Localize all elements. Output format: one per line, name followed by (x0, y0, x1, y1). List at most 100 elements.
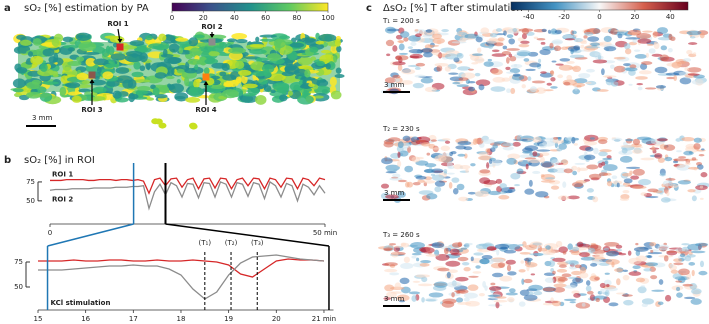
delta-patch (621, 173, 633, 177)
roi-arrowhead (117, 39, 123, 43)
delta-patch (385, 39, 395, 47)
tissue-patch (145, 35, 153, 41)
tissue-patch (26, 91, 42, 99)
tissue-patch (32, 38, 42, 46)
tissue-patch (235, 76, 242, 84)
tissue-patch (255, 94, 267, 105)
delta-patch (574, 86, 578, 91)
delta-patch (629, 170, 633, 175)
delta-patch (508, 187, 515, 190)
delta-patch (465, 168, 469, 173)
delta-patch (486, 162, 490, 169)
tissue-patch (336, 45, 342, 53)
x-tick-label: 0 (48, 229, 52, 237)
delta-patch (412, 280, 421, 283)
tissue-patch (300, 37, 316, 43)
delta-patch (595, 298, 600, 303)
delta-patch (584, 31, 594, 36)
delta-patch (531, 80, 546, 84)
tissue-patch (194, 64, 199, 70)
delta-patch (451, 41, 467, 44)
tissue-patch (92, 86, 107, 94)
x-tick-label: 17 (129, 315, 138, 323)
delta-patch (683, 58, 692, 62)
tissue-patch (267, 53, 281, 62)
delta-patch (521, 28, 530, 35)
delta-patch (528, 291, 534, 295)
delta-patch (385, 171, 397, 174)
colorbar-tick-label: 100 (321, 14, 334, 22)
delta-patch (519, 251, 531, 255)
tissue-patch (151, 118, 160, 125)
delta-patch (411, 252, 422, 256)
delta-patch (654, 153, 663, 159)
delta-patch (463, 297, 470, 302)
delta-patch (586, 188, 594, 193)
series-line (49, 180, 326, 211)
tissue-patch (226, 38, 238, 43)
delta-patch (635, 277, 646, 283)
delta-patch (392, 45, 398, 52)
delta-patch (573, 293, 581, 298)
delta-patch (672, 273, 682, 280)
delta-patch (540, 174, 545, 178)
delta-patch (446, 172, 455, 175)
scale-bar-label: 3 mm (384, 81, 404, 89)
tissue-patch (297, 56, 313, 66)
delta-patch (592, 196, 599, 203)
delta-patch (542, 302, 554, 306)
delta-patch (673, 262, 684, 266)
delta-patch (579, 272, 589, 279)
delta-patch (655, 85, 667, 89)
tissue-patch (85, 57, 97, 67)
delta-patch (647, 255, 653, 259)
tissue-patch (228, 51, 243, 61)
delta-patch (668, 33, 673, 41)
delta-patch (491, 49, 500, 53)
tissue-patch (313, 95, 324, 99)
tissue-patch (333, 54, 338, 63)
tissue-patch (204, 58, 219, 65)
roi-marker (88, 71, 96, 79)
delta-patch (658, 279, 664, 285)
delta-patch (447, 281, 462, 288)
delta-patch (455, 276, 469, 282)
delta-patch (392, 173, 401, 178)
delta-patch (414, 74, 427, 78)
delta-patch (528, 284, 543, 291)
delta-patch (493, 299, 508, 303)
tissue-patch (30, 55, 44, 65)
delta-patch (669, 263, 674, 268)
delta-patch (572, 65, 582, 73)
delta-patch (686, 30, 702, 36)
delta-patch (490, 86, 506, 92)
tissue-patch (76, 56, 85, 62)
delta-patch (592, 59, 608, 64)
delta-patch (443, 168, 448, 174)
delta-patch (643, 268, 652, 272)
delta-patch (529, 62, 542, 68)
scale-bar-label: 3 mm (32, 114, 52, 122)
x-tick-label: 21 min (312, 315, 336, 323)
delta-patch (691, 79, 705, 85)
delta-patch (495, 178, 503, 184)
delta-patch (690, 298, 702, 305)
delta-patch (606, 283, 610, 288)
roi-arrowhead (89, 79, 95, 83)
delta-patch (521, 278, 525, 285)
delta-patch (465, 300, 480, 307)
delta-patch (479, 248, 483, 251)
delta-patch (422, 180, 436, 184)
delta-patch (490, 147, 496, 153)
delta-patch (502, 45, 508, 50)
delta-patch (448, 72, 459, 75)
delta-patch (487, 58, 493, 62)
stimulation-label: KCl stimulation (51, 299, 111, 307)
tissue-patch (165, 75, 175, 80)
delta-patch (478, 84, 485, 91)
delta-patch (550, 70, 555, 76)
delta-patch (584, 151, 588, 156)
delta-patch (386, 291, 397, 298)
delta-patch (397, 141, 404, 149)
tissue-patch (71, 95, 82, 103)
